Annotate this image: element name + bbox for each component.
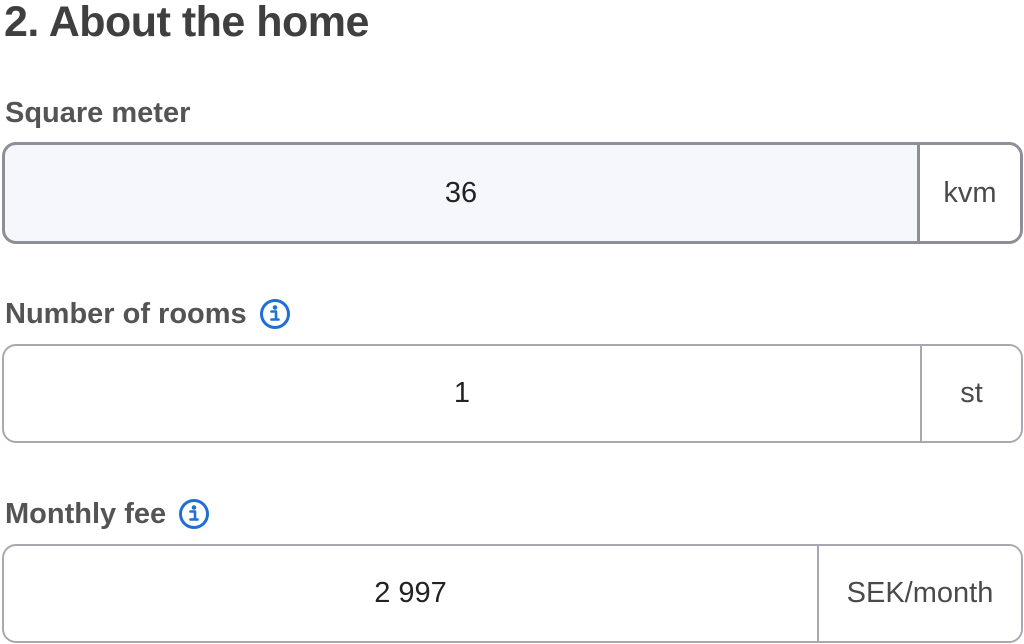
rooms-label-text: Number of rooms	[5, 298, 247, 330]
monthly-fee-input[interactable]: 2 997	[374, 577, 447, 609]
monthly-fee-info-icon[interactable]	[178, 498, 210, 530]
rooms-unit: st	[920, 346, 1021, 441]
square-meter-input[interactable]: 36	[444, 176, 478, 209]
rooms-info-icon[interactable]	[259, 298, 291, 330]
square-meter-label: Square meter	[5, 95, 190, 131]
monthly-fee-field[interactable]: 2 997 SEK/month	[2, 544, 1023, 643]
square-meter-unit: kvm	[917, 145, 1020, 241]
monthly-fee-label-text: Monthly fee	[5, 498, 167, 530]
monthly-fee-unit: SEK/month	[817, 546, 1021, 641]
section-title: 2. About the home	[4, 0, 369, 46]
monthly-fee-label: Monthly fee	[5, 496, 210, 532]
square-meter-field[interactable]: 36 kvm	[2, 142, 1023, 244]
rooms-field[interactable]: 1 st	[2, 344, 1023, 443]
rooms-input[interactable]: 1	[453, 377, 471, 409]
rooms-label: Number of rooms	[5, 296, 291, 332]
square-meter-label-text: Square meter	[5, 97, 191, 129]
